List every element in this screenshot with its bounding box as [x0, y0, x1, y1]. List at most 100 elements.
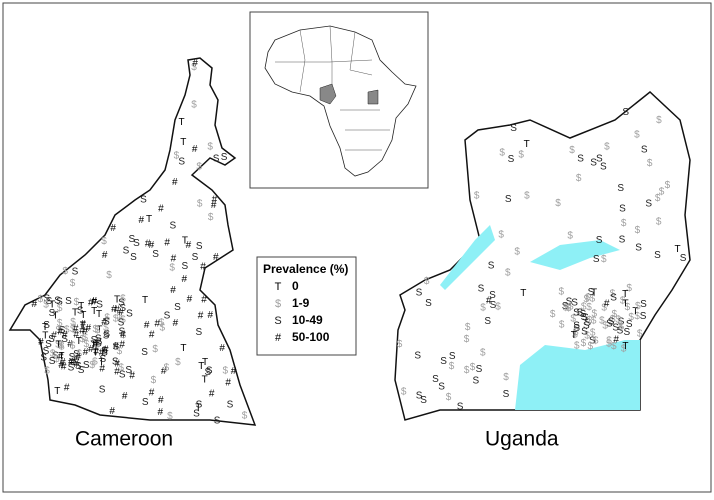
- site-symbol: S: [130, 252, 137, 263]
- site-symbol: S: [48, 334, 55, 345]
- site-symbol: S: [68, 363, 75, 374]
- site-symbol: $: [74, 297, 80, 308]
- site-symbol: $: [628, 312, 634, 323]
- site-symbol: S: [119, 369, 126, 380]
- site-symbol: $: [93, 324, 99, 335]
- site-symbol: S: [95, 334, 102, 345]
- site-symbol: S: [52, 351, 59, 362]
- site-symbol: S: [72, 266, 79, 277]
- site-symbol: #: [79, 326, 85, 337]
- site-symbol: #: [192, 144, 198, 155]
- site-symbol: $: [505, 268, 511, 279]
- site-symbol: S: [577, 154, 584, 165]
- site-symbol: S: [576, 307, 583, 318]
- site-symbol: T: [42, 322, 48, 333]
- site-symbol: S: [608, 317, 615, 328]
- site-symbol: $: [610, 314, 616, 325]
- site-symbol: S: [126, 308, 133, 319]
- site-symbol: #: [122, 391, 128, 402]
- site-symbol: #: [129, 371, 135, 382]
- site-symbol: $: [592, 308, 598, 319]
- site-symbol: #: [109, 406, 115, 417]
- site-symbol: $: [621, 218, 627, 229]
- site-symbol: S: [478, 284, 485, 295]
- site-symbol: $: [474, 191, 480, 202]
- site-symbol: $: [559, 287, 565, 298]
- site-symbol: #: [164, 238, 170, 249]
- site-symbol: S: [43, 294, 50, 305]
- points: $S$#S#$$ #ST#$SS$T$#SS$##$#TSS$SSS#$$T##T…: [32, 58, 687, 426]
- map-label: Uganda: [485, 428, 559, 451]
- site-symbol: #: [158, 395, 164, 406]
- site-symbol: $: [449, 361, 455, 372]
- site-symbol: $: [606, 336, 612, 347]
- site-symbol: $: [621, 343, 627, 354]
- site-symbol: S: [414, 350, 421, 361]
- site-symbol: #: [99, 348, 105, 359]
- lake-kyoga: [530, 240, 620, 270]
- site-symbol: #: [114, 366, 120, 377]
- site-symbol: #: [212, 195, 218, 206]
- site-symbol: S: [140, 195, 147, 206]
- site-symbol: $: [593, 336, 599, 347]
- site-symbol: S: [581, 312, 588, 323]
- site-symbol: S: [73, 349, 80, 360]
- site-symbol: S: [49, 308, 56, 319]
- site-symbol: #: [173, 318, 179, 329]
- site-symbol: #: [93, 339, 99, 350]
- site-symbol: $: [566, 303, 572, 314]
- site-symbol: $: [94, 325, 100, 336]
- site-symbol: $: [620, 295, 626, 306]
- site-symbol: S: [489, 290, 496, 301]
- site-symbol: #: [219, 343, 225, 354]
- site-symbol: S: [119, 303, 126, 314]
- site-symbol: #: [99, 363, 105, 374]
- site-symbol: S: [619, 203, 626, 214]
- site-symbol: #: [149, 329, 155, 340]
- site-symbol: $: [559, 320, 565, 331]
- site-symbol: S: [610, 292, 617, 303]
- site-symbol: $: [550, 309, 556, 320]
- site-symbol: S: [488, 261, 495, 272]
- site-symbol: $: [446, 392, 452, 403]
- site-symbol: #: [67, 339, 73, 350]
- site-symbol: S: [196, 241, 203, 252]
- site-symbol: T: [198, 361, 204, 372]
- site-symbol: #: [58, 352, 64, 363]
- site-symbol: S: [510, 123, 517, 134]
- site-symbol: S: [562, 301, 569, 312]
- lake-victoria: [515, 340, 640, 410]
- site-symbol: #: [170, 285, 176, 296]
- site-symbol: S: [101, 348, 108, 359]
- site-symbol: $: [196, 162, 202, 173]
- site-symbol: $: [103, 323, 109, 334]
- site-symbol: $: [164, 363, 170, 374]
- site-symbol: $: [602, 321, 608, 332]
- site-symbol: S: [640, 299, 647, 310]
- site-symbol: #: [110, 223, 116, 234]
- site-symbol: S: [596, 154, 603, 165]
- site-symbol: S: [626, 319, 633, 330]
- site-symbol: T: [72, 308, 78, 319]
- site-symbol: T: [182, 235, 188, 246]
- site-symbol: $: [601, 254, 607, 265]
- site-symbol: $: [606, 339, 612, 350]
- site-symbol: S: [590, 158, 597, 169]
- site-symbol: T: [178, 117, 184, 128]
- site-symbol: #: [145, 239, 151, 250]
- site-symbol: $: [495, 301, 501, 312]
- site-symbol: #: [58, 327, 64, 338]
- site-symbol: S: [640, 311, 647, 322]
- site-symbol: #: [111, 304, 117, 315]
- site-symbol: S: [618, 316, 625, 327]
- site-symbol: S: [103, 316, 110, 327]
- site-symbol: S: [96, 337, 103, 348]
- site-symbol: T: [195, 403, 201, 414]
- site-symbol: $: [635, 225, 641, 236]
- site-symbol: #: [158, 407, 164, 418]
- site-symbol: $: [117, 311, 123, 322]
- map-label: Cameroon: [75, 428, 173, 451]
- site-symbol: $: [588, 341, 594, 352]
- site-symbol: $: [659, 187, 665, 198]
- site-symbol: S: [54, 295, 61, 306]
